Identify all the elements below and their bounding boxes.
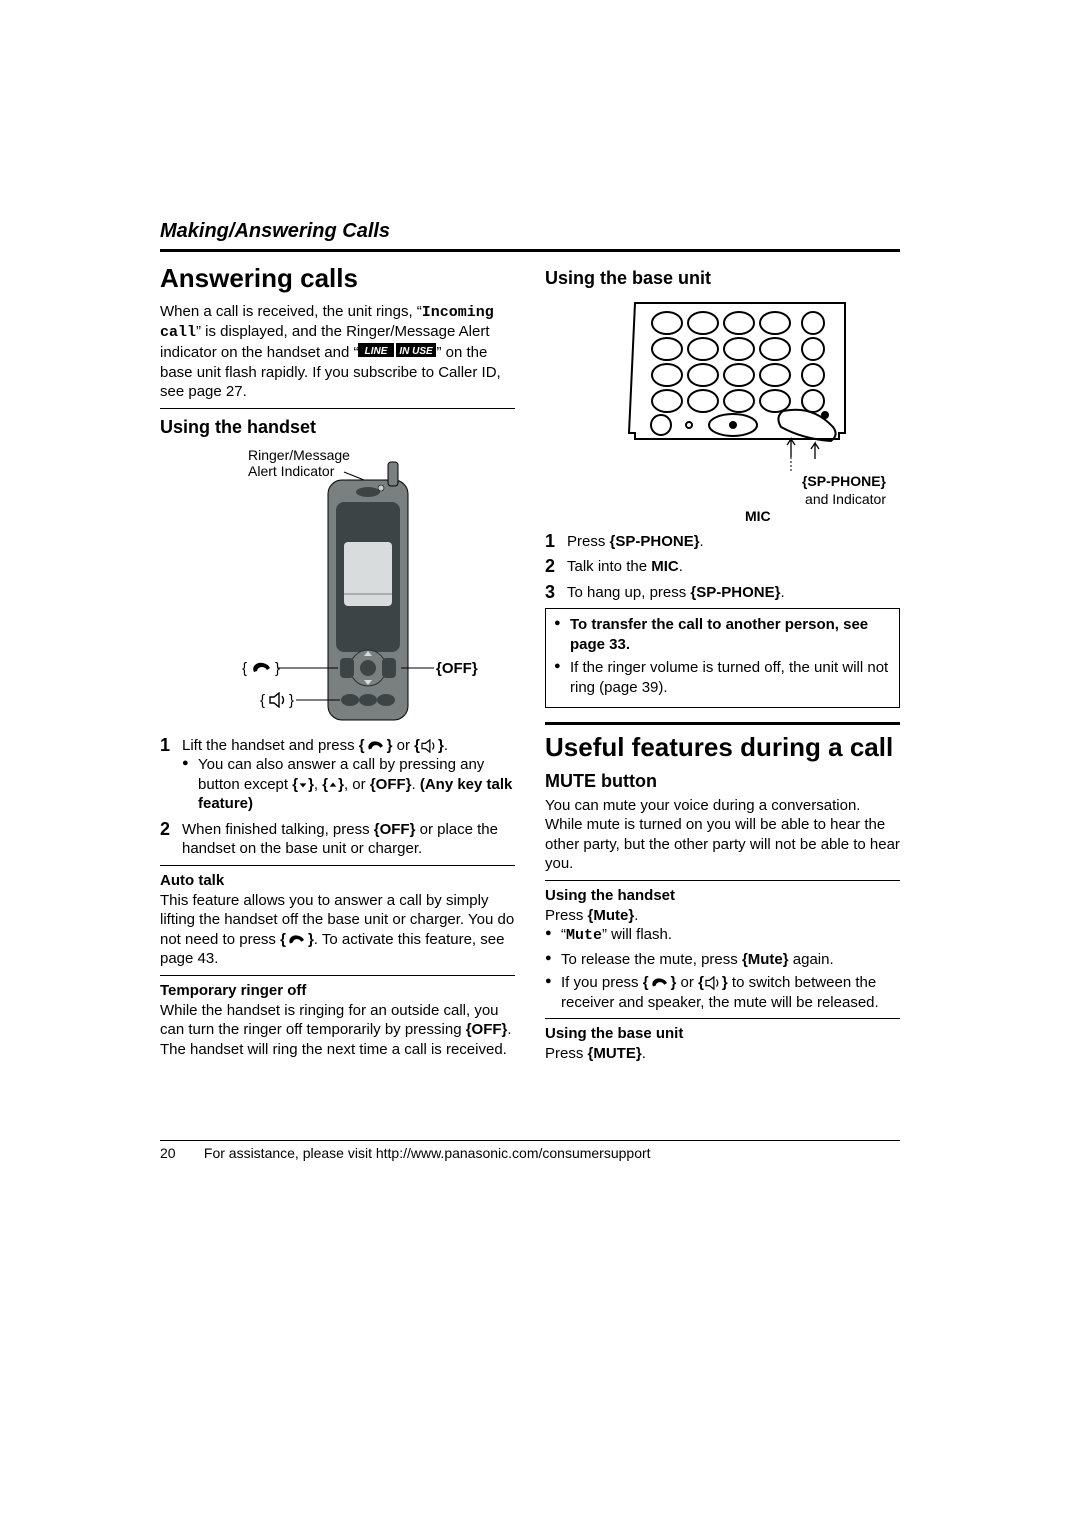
step1-bullet: You can also answer a call by pressing a… <box>182 755 515 814</box>
step-number: 2 <box>160 818 170 841</box>
note-transfer: To transfer the call to another person, … <box>554 615 891 654</box>
rule <box>545 1018 900 1019</box>
mute-handset-press: Press {Mute}. <box>545 906 900 926</box>
svg-text:IN USE: IN USE <box>400 346 434 357</box>
base-step-1: 1Press {SP-PHONE}. <box>545 532 900 552</box>
indicator-label: and Indicator <box>805 491 886 507</box>
intro-text-1: When a call is received, the unit rings,… <box>160 303 422 320</box>
alert-label: Alert Indicator <box>248 463 335 479</box>
auto-talk-body: This feature allows you to answer a call… <box>160 891 515 969</box>
mute-button-heading: MUTE button <box>545 771 900 792</box>
base-unit-diagram <box>573 293 873 473</box>
page-footer: 20 For assistance, please visit http://w… <box>160 1140 900 1161</box>
page-number: 20 <box>160 1145 200 1161</box>
rule <box>160 865 515 866</box>
svg-text:}: } <box>289 692 294 709</box>
temp-ringer-body: While the handset is ringing for an outs… <box>160 1001 515 1060</box>
off-label: {OFF} <box>436 660 478 677</box>
chapter-title: Making/Answering Calls <box>160 220 900 243</box>
rule <box>545 880 900 881</box>
base-illustration <box>629 303 845 441</box>
mute-flash: “Mute” will flash. <box>545 925 900 946</box>
handset-diagram: Ringer/Message Alert Indicator <box>188 442 488 732</box>
left-column: Answering calls When a call is received,… <box>160 260 515 1064</box>
sp-phone-label: {SP-PHONE} <box>802 473 886 489</box>
useful-features-heading: Useful features during a call <box>545 733 900 763</box>
manual-page: Making/Answering Calls Answering calls W… <box>160 220 900 1064</box>
temp-ringer-heading: Temporary ringer off <box>160 982 515 999</box>
right-column: Using the base unit <box>545 260 900 1064</box>
mute-release: To release the mute, press {Mute} again. <box>545 950 900 970</box>
handset-illustration <box>328 462 408 720</box>
base-steps: 1Press {SP-PHONE}. 2Talk into the MIC. 3… <box>545 532 900 603</box>
svg-text:}: } <box>275 660 280 677</box>
base-step-2: 2Talk into the MIC. <box>545 557 900 577</box>
answering-calls-heading: Answering calls <box>160 264 515 294</box>
rule <box>160 408 515 409</box>
speaker-button-ref: {} <box>414 737 444 754</box>
mute-base-heading: Using the base unit <box>545 1025 900 1042</box>
step-2: 2 When finished talking, press {OFF} or … <box>160 820 515 859</box>
auto-talk-heading: Auto talk <box>160 872 515 889</box>
note-box: To transfer the call to another person, … <box>545 608 900 708</box>
chapter-rule <box>160 249 900 252</box>
rule <box>160 975 515 976</box>
talk-button-ref: {} <box>359 737 393 754</box>
mute-intro: You can mute your voice during a convers… <box>545 796 900 874</box>
using-base-heading: Using the base unit <box>545 268 900 289</box>
svg-text:LINE: LINE <box>365 346 388 357</box>
ringer-label: Ringer/Message <box>248 447 350 463</box>
base-diagram-labels: {SP-PHONE} and Indicator MIC <box>545 473 900 526</box>
line-in-use-badge: LINE IN USE <box>358 343 436 363</box>
mute-switch: If you press {} or {} to switch between … <box>545 973 900 1012</box>
two-column-layout: Answering calls When a call is received,… <box>160 260 900 1064</box>
step-number: 1 <box>160 734 170 757</box>
mute-base-press: Press {MUTE}. <box>545 1044 900 1064</box>
section-rule <box>545 722 900 725</box>
footer-text: For assistance, please visit http://www.… <box>204 1145 651 1161</box>
svg-text:{: { <box>260 692 265 709</box>
intro-paragraph: When a call is received, the unit rings,… <box>160 302 515 402</box>
mic-label: MIC <box>545 508 886 526</box>
step-1: 1 Lift the handset and press {} or {}. Y… <box>160 736 515 814</box>
talk-bracket: { <box>242 660 247 677</box>
note-ringer-off: If the ringer volume is turned off, the … <box>554 658 891 697</box>
mute-handset-heading: Using the handset <box>545 887 900 904</box>
base-step-3: 3To hang up, press {SP-PHONE}. <box>545 583 900 603</box>
handset-steps: 1 Lift the handset and press {} or {}. Y… <box>160 736 515 859</box>
using-handset-heading: Using the handset <box>160 417 515 438</box>
mute-handset-bullets: “Mute” will flash. To release the mute, … <box>545 925 900 1012</box>
